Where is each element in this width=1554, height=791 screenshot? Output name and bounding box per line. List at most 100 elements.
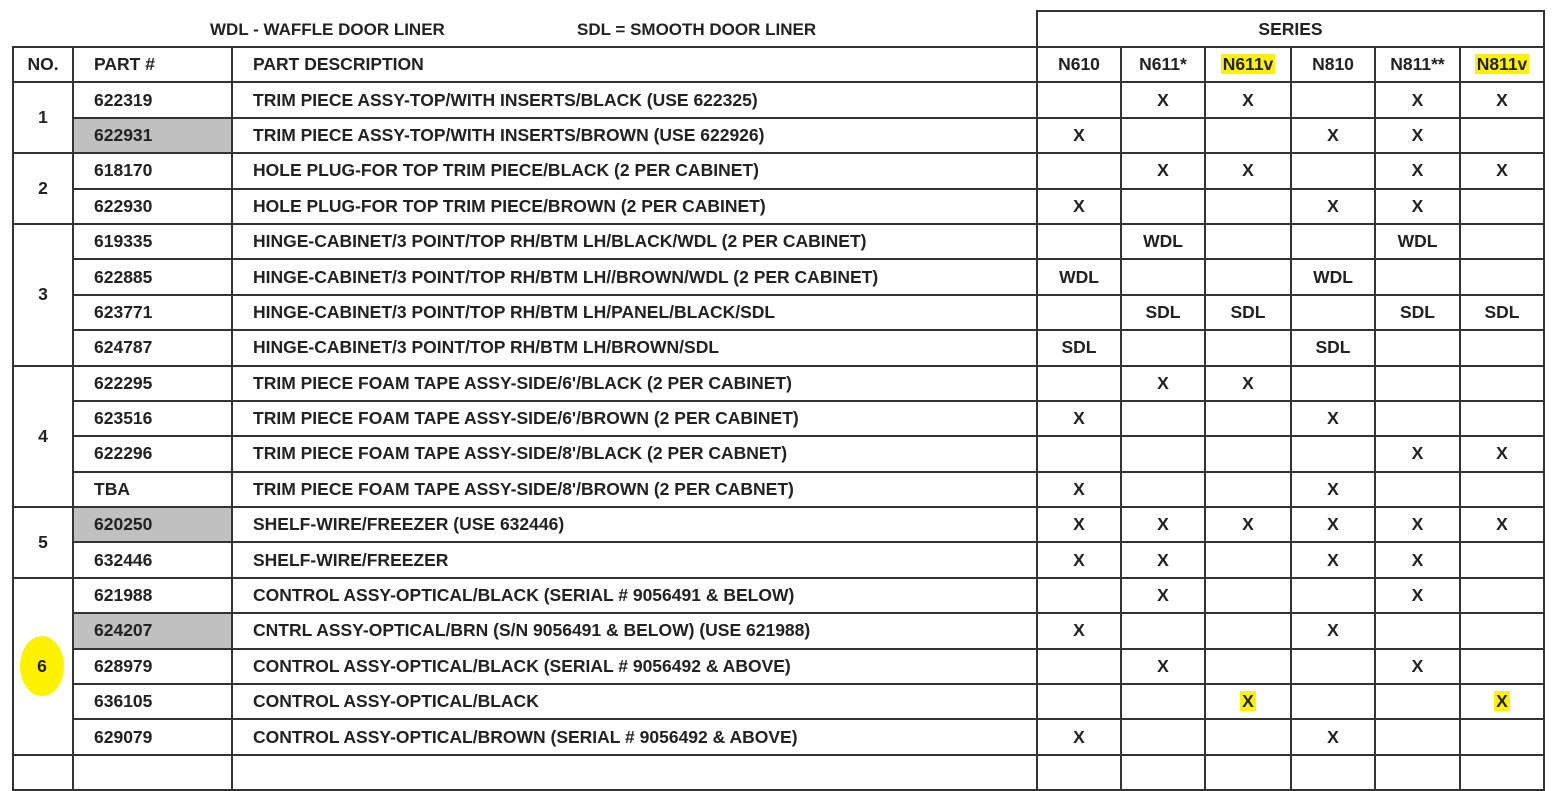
series-mark: X <box>1242 160 1254 181</box>
part-number: 632446 <box>72 541 233 579</box>
series-cell <box>1120 470 1206 509</box>
series-cell <box>1204 187 1292 225</box>
series-mark: X <box>1496 160 1508 181</box>
series-mark: X <box>1327 408 1339 429</box>
table-row: 628979 CONTROL ASSY-OPTICAL/BLACK (SERIAL… <box>13 647 1545 686</box>
series-cell <box>1290 152 1376 190</box>
empty-cell <box>1120 753 1206 791</box>
series-cell: SDL <box>1374 293 1461 332</box>
series-cell <box>1036 222 1122 261</box>
series-cell: X <box>1459 683 1545 721</box>
part-number: 623516 <box>72 399 233 438</box>
table-row: 622885 HINGE-CABINET/3 POINT/TOP RH/BTM L… <box>13 258 1545 296</box>
item-number: 6 <box>12 576 74 756</box>
series-mark: X <box>1327 726 1339 747</box>
series-cell: X <box>1374 187 1461 225</box>
series-label: N811v <box>1474 54 1530 75</box>
series-cell <box>1290 293 1376 332</box>
series-cell: X <box>1290 399 1376 438</box>
part-number: 624207 <box>72 612 233 650</box>
series-cell <box>1374 364 1461 402</box>
series-mark: X <box>1157 372 1169 393</box>
table-row: 3 619335 HINGE-CABINET/3 POINT/TOP RH/BTM … <box>12 222 1545 367</box>
series-label: N810 <box>1312 54 1354 75</box>
series-header-n811v: N811v <box>1459 45 1545 84</box>
item-number-label: 4 <box>38 425 48 446</box>
part-number: 622295 <box>72 364 233 402</box>
series-cell <box>1036 293 1122 332</box>
series-header-n611: N611* <box>1120 45 1206 84</box>
series-cell <box>1120 187 1206 225</box>
series-label: N610 <box>1058 54 1100 75</box>
series-mark: X <box>1073 124 1085 145</box>
series-mark: X <box>1411 160 1424 181</box>
item-number-label: 2 <box>38 178 48 199</box>
series-cell: X <box>1374 152 1461 190</box>
series-mark: X <box>1073 549 1085 570</box>
series-cell: X <box>1374 116 1461 155</box>
series-cell <box>1120 683 1206 721</box>
series-cell: X <box>1459 506 1545 544</box>
series-mark: X <box>1240 691 1256 712</box>
part-description: HINGE-CABINET/3 POINT/TOP RH/BTM LH/BLAC… <box>231 222 1038 261</box>
series-cell <box>1204 576 1292 615</box>
part-description: SHELF-WIRE/FREEZER (USE 632446) <box>231 506 1038 544</box>
item-number: 3 <box>12 222 74 367</box>
empty-cell <box>1204 753 1292 791</box>
series-mark: SDL <box>1061 337 1097 358</box>
series-mark: WDL <box>1059 266 1099 287</box>
series-cell <box>1459 541 1545 579</box>
series-mark: X <box>1411 585 1424 606</box>
series-cell: X <box>1290 470 1376 509</box>
series-cell: X <box>1374 81 1461 119</box>
series-cell <box>1204 541 1292 579</box>
part-number: 623771 <box>72 293 233 332</box>
empty-cell <box>72 753 233 791</box>
series-cell: X <box>1036 541 1122 579</box>
series-cell <box>1120 329 1206 367</box>
series-cell <box>1036 576 1122 615</box>
series-cell: X <box>1036 718 1122 756</box>
series-cell: SDL <box>1036 329 1122 367</box>
series-cell: WDL <box>1120 222 1206 261</box>
series-cell <box>1204 399 1292 438</box>
series-cell: X <box>1374 576 1461 615</box>
series-mark: X <box>1411 443 1424 464</box>
table-row: 622930 HOLE PLUG-FOR TOP TRIM PIECE/BROWN… <box>13 187 1545 225</box>
series-cell <box>1290 435 1376 473</box>
series-cell: WDL <box>1036 258 1122 296</box>
series-cell: X <box>1374 541 1461 579</box>
series-cell: SDL <box>1120 293 1206 332</box>
series-cell <box>1459 470 1545 509</box>
series-cell: X <box>1290 718 1376 756</box>
part-description: TRIM PIECE FOAM TAPE ASSY-SIDE/6'/BROWN … <box>231 399 1038 438</box>
item-number-label: 1 <box>38 107 48 128</box>
series-label: N811** <box>1390 54 1445 75</box>
part-number: 624787 <box>72 329 233 367</box>
series-header-n810: N810 <box>1290 45 1376 84</box>
table-row: 629079 CONTROL ASSY-OPTICAL/BROWN (SERIAL… <box>13 718 1545 756</box>
table-row: 6 621988 CONTROL ASSY-OPTICAL/BLACK (SERIA… <box>12 576 1545 756</box>
item-number-label: 3 <box>38 284 48 305</box>
series-mark: X <box>1327 478 1339 499</box>
part-number: 628979 <box>72 647 233 686</box>
series-cell: X <box>1036 506 1122 544</box>
series-mark: X <box>1411 195 1424 216</box>
series-mark: X <box>1157 549 1169 570</box>
series-mark: SDL <box>1484 301 1520 322</box>
series-cell <box>1120 435 1206 473</box>
parts-table: SERIES NO. PART # PART DESCRIPTION N610 N… <box>12 10 1545 791</box>
part-number: 629079 <box>72 718 233 756</box>
table-row: 636105 CONTROL ASSY-OPTICAL/BLACK X X <box>13 683 1545 721</box>
part-number: 622296 <box>72 435 233 473</box>
series-cell: X <box>1290 116 1376 155</box>
part-description: CONTROL ASSY-OPTICAL/BROWN (SERIAL # 905… <box>231 718 1038 756</box>
part-number: 636105 <box>72 683 233 721</box>
series-cell: X <box>1120 81 1206 119</box>
item-number: 2 <box>12 152 74 225</box>
series-cell <box>1290 647 1376 686</box>
series-cell: X <box>1290 541 1376 579</box>
part-description: TRIM PIECE FOAM TAPE ASSY-SIDE/6'/BLACK … <box>231 364 1038 402</box>
series-cell: X <box>1204 152 1292 190</box>
item-number: 5 <box>12 506 74 579</box>
